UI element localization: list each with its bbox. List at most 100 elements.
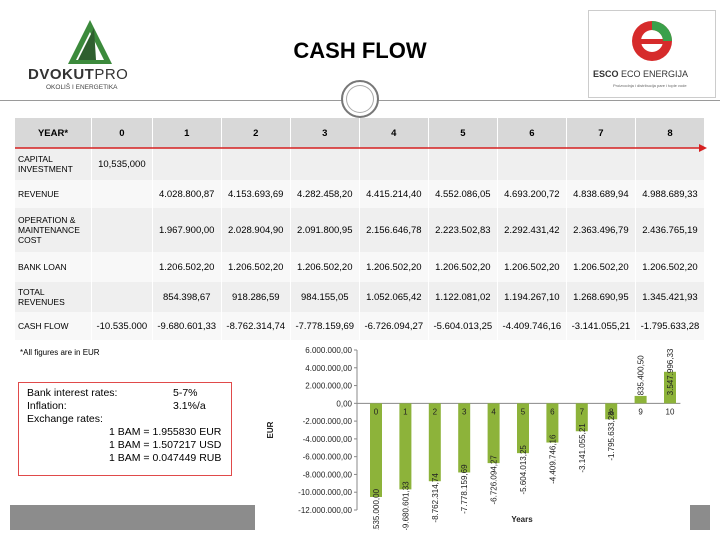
value-label: 835.400,50 [637, 355, 646, 396]
left-logo-tagline: OKOLIŠ I ENERGETIKA [46, 84, 118, 91]
table-cell: CASH FLOW [15, 312, 92, 340]
chart: -12.000.000,00 -10.000.000,00 -8.000.000,0… [255, 340, 690, 530]
x-tick-label: 9 [638, 407, 643, 416]
info-row: Inflation: 3.1%/a [19, 400, 231, 413]
x-tick-label: 2 [433, 407, 438, 416]
y-tick-label: 6.000.000,00 [305, 346, 352, 355]
table-cell [152, 148, 222, 180]
info-value: 5-7% [173, 387, 198, 399]
table-row: CASH FLOW -10.535.000 -9.680.601,33 -8.762.… [15, 312, 706, 340]
header-cell: 7 [566, 118, 636, 148]
table-cell: 2.363.496,79 [566, 208, 636, 252]
table-cell [359, 148, 429, 180]
y-tick-label: -6.000.000,00 [303, 453, 353, 462]
table-cell [428, 148, 498, 180]
x-tick-label: 10 [666, 407, 675, 416]
header-cell: 6 [497, 118, 567, 148]
table-cell [91, 282, 153, 312]
table-cell: 4.552.086,05 [428, 180, 498, 208]
y-tick-label: 4.000.000,00 [305, 364, 352, 373]
table-row: BANK LOAN 1.206.502,20 1.206.502,20 1.206.5… [15, 252, 706, 282]
table-cell: 2.028.904,90 [221, 208, 291, 252]
table-cell: -8.762.314,74 [221, 312, 291, 340]
title: CASH FLOW [293, 38, 427, 63]
table-cell: 1.268.690,95 [566, 282, 636, 312]
table-cell [566, 148, 636, 180]
divider-circle [341, 80, 379, 118]
table-cell: 2.292.431,42 [497, 208, 567, 252]
info-value: 3.1%/a [173, 400, 206, 412]
x-axis-label: Years [511, 515, 533, 524]
bar [370, 403, 382, 497]
table-cell: 918.286,59 [221, 282, 291, 312]
table-cell: 4.693.200,72 [497, 180, 567, 208]
value-label: -10.535.000,00 [372, 488, 381, 530]
value-label: -1.795.633,28 [607, 411, 616, 461]
table-cell: 2.223.502,83 [428, 208, 498, 252]
table-cell: 984.155,05 [290, 282, 360, 312]
bar [458, 403, 471, 473]
info-box: Bank interest rates: 5-7% Inflation: 3.1%/a… [18, 382, 232, 476]
header-cell: 1 [152, 118, 222, 148]
table-cell: 4.988.689,33 [635, 180, 706, 208]
exchange-rate: 1 BAM = 1.955830 EUR [109, 426, 222, 438]
table-cell: -4.409.746,16 [497, 312, 567, 340]
table-cell: -7.778.159,69 [290, 312, 360, 340]
table-cell: 4.282.458,20 [290, 180, 360, 208]
bar [664, 371, 676, 404]
header-cell: YEAR* [15, 118, 92, 148]
table-cell: 4.838.689,94 [566, 180, 636, 208]
table-cell: 1.052.065,42 [359, 282, 429, 312]
table-cell: 1.194.267,10 [497, 282, 567, 312]
table-cell: 2.156.646,78 [359, 208, 429, 252]
header-cell: 4 [359, 118, 429, 148]
x-tick-label: 1 [403, 407, 408, 416]
table-cell: -3.141.055,21 [566, 312, 636, 340]
table-cell: REVENUE [15, 180, 92, 208]
bar [546, 403, 559, 443]
y-axis-label: EUR [266, 421, 275, 438]
table-cell: 1.206.502,20 [428, 252, 498, 282]
table-cell [91, 252, 153, 282]
header-cell: 0 [91, 118, 153, 148]
exchange-rate: 1 BAM = 1.507217 USD [109, 439, 222, 451]
x-tick-label: 5 [521, 407, 526, 416]
right-logo-icon [632, 21, 672, 61]
table-cell: OPERATION & MAINTENANCE COST [15, 208, 92, 252]
table-cell [91, 180, 153, 208]
value-label: -4.409.746,16 [548, 434, 557, 484]
info-label: Inflation: [27, 400, 67, 412]
table-cell: -5.604.013,25 [428, 312, 498, 340]
table-cell: 1.206.502,20 [359, 252, 429, 282]
info-row: Bank interest rates: 5-7% [19, 387, 231, 400]
value-label: -5.604.013,25 [519, 445, 528, 495]
table-cell [91, 208, 153, 252]
info-label: Bank interest rates: [27, 387, 118, 399]
header-cell: 5 [428, 118, 498, 148]
bar [575, 403, 588, 432]
header-cell: 3 [290, 118, 360, 148]
exchange-rate: 1 BAM = 0.047449 RUB [109, 452, 222, 464]
header-cell: 8 [635, 118, 706, 148]
table-row: CAPITAL INVESTMENT 10,535,000 [15, 148, 706, 180]
table-cell: -10.535.000 [91, 312, 153, 340]
y-tick-label: 0,00 [336, 399, 352, 408]
table-cell: CAPITAL INVESTMENT [15, 148, 92, 180]
y-tick-label: -2.000.000,00 [303, 417, 353, 426]
table-cell: BANK LOAN [15, 252, 92, 282]
table-cell [497, 148, 567, 180]
table-cell: -9.680.601,33 [152, 312, 222, 340]
table-cell: -1.795.633,28 [635, 312, 706, 340]
y-tick-label: -12.000.000,00 [298, 506, 352, 515]
bar [399, 403, 412, 490]
value-label: -7.778.159,69 [460, 464, 469, 514]
left-logo-name: DVOKUTPRO [28, 66, 129, 83]
bar [428, 403, 441, 482]
y-tick-label: -8.000.000,00 [303, 470, 353, 479]
bar [605, 403, 618, 420]
x-tick-label: 7 [580, 407, 585, 416]
table-cell: 854.398,67 [152, 282, 222, 312]
y-tick-label: -4.000.000,00 [303, 435, 353, 444]
note: *All figures are in EUR [20, 348, 100, 357]
